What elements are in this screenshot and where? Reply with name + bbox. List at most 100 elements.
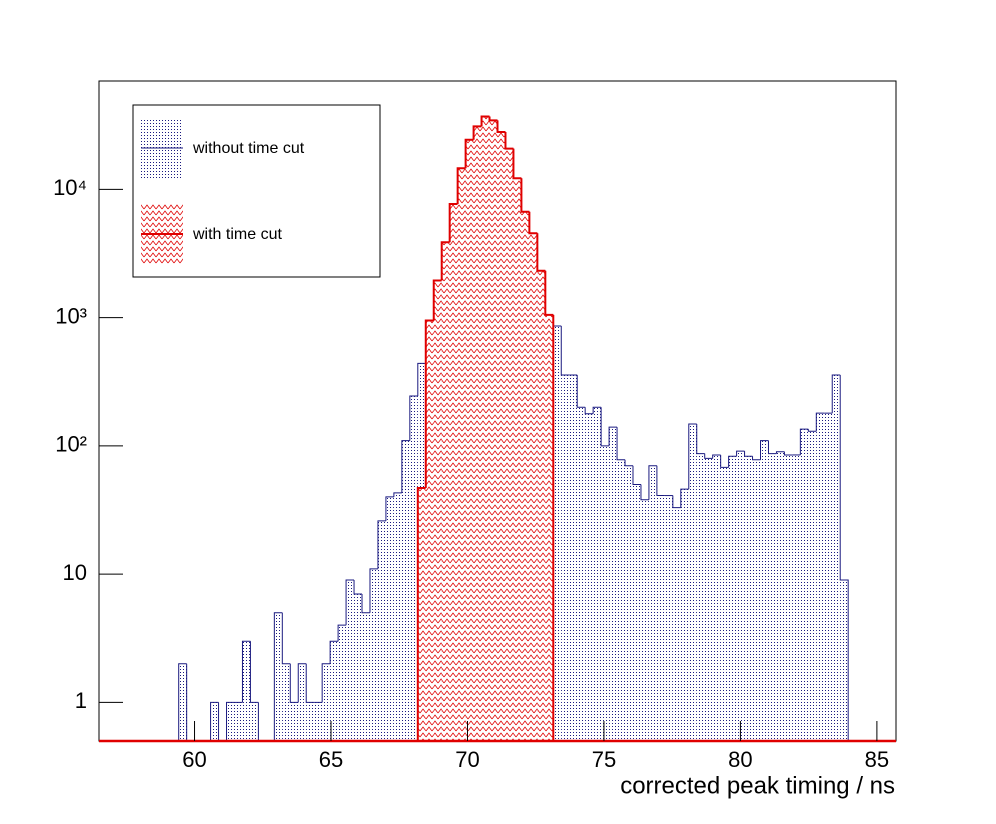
bar-outline bbox=[496, 120, 506, 134]
bar-outline bbox=[752, 456, 761, 461]
bar-outline bbox=[576, 375, 586, 408]
bar-outline bbox=[656, 465, 665, 497]
bar-outline bbox=[584, 407, 594, 415]
bar-outline bbox=[728, 455, 737, 468]
bar bbox=[784, 454, 793, 741]
bar-outline bbox=[337, 624, 347, 642]
bar bbox=[417, 487, 426, 741]
bar bbox=[752, 459, 761, 741]
legend: without time cut with time cut bbox=[132, 104, 381, 278]
bar-outline bbox=[377, 520, 386, 569]
bar bbox=[664, 495, 673, 741]
bar bbox=[210, 702, 219, 741]
bar-outline bbox=[783, 451, 793, 456]
y-tick-label: 10³ bbox=[55, 303, 87, 328]
x-tick-label: 80 bbox=[728, 747, 752, 772]
bar-outline bbox=[775, 451, 785, 454]
bar-outline bbox=[488, 116, 498, 122]
bar-outline bbox=[767, 440, 777, 455]
bar bbox=[680, 489, 689, 741]
bar-outline bbox=[520, 178, 530, 213]
bar bbox=[601, 445, 610, 741]
bar bbox=[545, 314, 554, 741]
bar-outline bbox=[760, 440, 769, 460]
bar bbox=[728, 456, 737, 741]
bar-outline bbox=[385, 496, 394, 521]
bar-outline bbox=[305, 663, 315, 703]
bar-outline bbox=[696, 424, 705, 455]
bar-outline bbox=[544, 270, 554, 316]
bar bbox=[800, 429, 809, 741]
bar-outline bbox=[210, 701, 219, 741]
bar bbox=[306, 702, 315, 741]
bar-outline bbox=[736, 450, 745, 457]
bar-outline bbox=[178, 663, 187, 741]
x-tick-label: 85 bbox=[865, 747, 889, 772]
bar bbox=[433, 280, 442, 741]
bar-outline bbox=[704, 453, 713, 459]
legend-label: with time cut bbox=[192, 226, 282, 243]
bar bbox=[441, 242, 450, 741]
bar bbox=[529, 233, 538, 741]
bar bbox=[656, 495, 665, 741]
bar bbox=[242, 641, 251, 741]
bar bbox=[457, 168, 466, 742]
x-tick-label: 65 bbox=[319, 747, 343, 772]
bar-outline bbox=[472, 125, 482, 140]
bar-outline bbox=[712, 454, 721, 459]
bar bbox=[290, 702, 299, 741]
bar bbox=[553, 326, 562, 741]
bar bbox=[537, 270, 546, 741]
bar bbox=[481, 116, 490, 741]
bar bbox=[473, 126, 482, 741]
y-tick-label: 10⁴ bbox=[53, 175, 87, 200]
bar-outline bbox=[616, 427, 626, 461]
bar bbox=[234, 702, 243, 741]
bar-outline bbox=[281, 612, 291, 665]
bar bbox=[314, 702, 323, 741]
bar-outline bbox=[273, 612, 283, 741]
bar-outline bbox=[592, 406, 602, 414]
bar-outline bbox=[440, 241, 450, 281]
bar bbox=[816, 413, 825, 741]
bar bbox=[768, 453, 777, 741]
bar-outline bbox=[624, 459, 633, 467]
bar-outline bbox=[744, 451, 753, 457]
bar-outline bbox=[289, 663, 299, 703]
bar bbox=[226, 702, 235, 741]
bar bbox=[282, 663, 291, 741]
bar-outline bbox=[226, 701, 235, 741]
x-axis-label: corrected peak timing / ns bbox=[620, 772, 895, 799]
bar-outline bbox=[608, 426, 618, 446]
bar bbox=[561, 375, 570, 741]
bar-outline bbox=[799, 428, 809, 455]
bar-outline bbox=[464, 138, 474, 169]
bar-outline bbox=[249, 641, 259, 703]
bar-outline bbox=[424, 319, 434, 488]
bar bbox=[178, 663, 187, 741]
x-tick-label: 75 bbox=[592, 747, 616, 772]
bar-outline bbox=[353, 580, 363, 595]
y-tick-label: 1 bbox=[75, 688, 87, 713]
bar bbox=[688, 424, 697, 741]
bar bbox=[648, 465, 657, 741]
bar bbox=[632, 484, 641, 741]
x-tick-label: 60 bbox=[182, 747, 206, 772]
bar-outline bbox=[416, 486, 426, 741]
bar-outline bbox=[672, 495, 681, 509]
bar bbox=[593, 407, 602, 741]
bar-outline bbox=[512, 148, 522, 180]
bar-outline bbox=[417, 362, 426, 396]
bar bbox=[704, 458, 713, 741]
bar bbox=[250, 702, 259, 741]
bar bbox=[577, 407, 586, 741]
bar bbox=[274, 612, 283, 741]
bar-outline bbox=[536, 233, 546, 272]
bar-outline bbox=[480, 115, 490, 127]
bar-outline bbox=[297, 663, 307, 703]
bar bbox=[720, 467, 729, 741]
bar bbox=[625, 465, 633, 741]
bar bbox=[330, 641, 339, 741]
bar bbox=[840, 580, 849, 741]
